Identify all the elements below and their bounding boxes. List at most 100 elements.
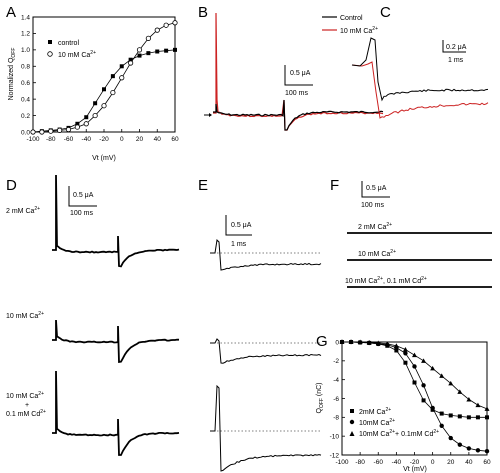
panel-a-y-tick-label: 0.6: [21, 80, 30, 87]
panel-a-x-tick-label: -80: [46, 136, 56, 143]
panel-a-point: [74, 124, 80, 130]
panel-g-point: [430, 405, 435, 411]
panel-f-row3-label: 10 mM Ca2+, 0.1 mM Cd2+: [345, 276, 427, 285]
panel-d-row2-sup: 2+: [38, 311, 44, 317]
panel-e-scalebar: [225, 215, 252, 236]
panel-g-point: [394, 348, 399, 353]
panel-g-point: [475, 402, 481, 408]
panel-g-series-2-line: [342, 341, 488, 410]
panel-a-point: [173, 47, 177, 52]
panel-a-point: [154, 27, 160, 33]
panel-g-ylabel: QOFF (nC): [316, 382, 325, 413]
panel-g-x-tick-label: -60: [374, 459, 384, 466]
panel-a-point: [163, 22, 169, 28]
panel-f-scale-amp: 0.5 μA: [366, 185, 387, 192]
panel-g-y-tick-label: -12: [330, 452, 340, 459]
panel-g-x-tick-label: 20: [447, 459, 455, 466]
panel-g-point: [457, 414, 462, 419]
panel-g-x-ticks: -100 -80 -60 -40 -20 0 20 40 60: [335, 452, 491, 466]
panel-f-row2-text: 10 mM Ca: [358, 251, 390, 258]
panel-g-point: [421, 398, 426, 403]
panel-a-point: [172, 20, 178, 26]
panel-b-trace-control: [213, 99, 384, 131]
panel-f-row3-text: 10 mM Ca: [345, 278, 377, 285]
panel-e-trace-row2: [210, 338, 322, 364]
panel-g-legend-cd-text: 10mM Ca: [359, 431, 389, 438]
panel-label-a: A: [6, 4, 16, 21]
panel-f-row1-text: 2 mM Ca: [358, 224, 387, 231]
panel-a-ylabel-main: Normalized Q: [8, 57, 15, 100]
panel-d-scalebar: [68, 186, 97, 207]
panel-d-row3-line1-sup: 2+: [38, 391, 44, 397]
panel-d-scale-time: 100 ms: [70, 210, 93, 217]
panel-g-y-tick-label: -2: [333, 358, 339, 365]
panel-a-frame: [32, 16, 176, 133]
panel-f-row2-sup: 2+: [390, 249, 396, 255]
panel-a-point: [145, 35, 151, 41]
panel-g-point: [466, 396, 472, 402]
panel-a-points: [30, 20, 178, 135]
panel-g-x-tick-label: 0: [431, 459, 435, 466]
panel-a-ylabel: Normalized QOFF: [8, 48, 17, 101]
panel-g-legend-triangle: [349, 431, 355, 436]
panel-a-chart: -100 -80 -60 -40 -20 0 20 40 60 0.0 0.2 0.4 0.6 0.8 1…: [8, 14, 179, 162]
panel-a-point: [102, 87, 106, 92]
panel-a-xlabel: Vt (mV): [92, 155, 116, 162]
panel-d-row2-text: 10 mM Ca: [6, 313, 38, 320]
panel-g-point: [402, 347, 408, 352]
panel-g-point: [412, 380, 417, 385]
panel-g-legend-cd: 10mM Ca2++ 0.1mM Cd2+: [359, 429, 439, 438]
panel-g-xlabel: Vt (mV): [403, 466, 427, 473]
panel-g-point: [403, 351, 408, 356]
panel-g-point: [466, 446, 472, 451]
panel-e-trace-row3: [210, 384, 322, 472]
panel-g-point: [403, 360, 408, 365]
panel-g-point: [412, 352, 417, 358]
panel-a-point: [136, 47, 143, 53]
panel-a-point: [119, 64, 124, 69]
panel-g-y-tick-label: -10: [330, 433, 340, 440]
panel-a-x-tick-label: -60: [64, 136, 74, 143]
panel-d-row3-line1-text: 10 mM Ca: [6, 393, 38, 400]
panel-g-point: [466, 415, 471, 420]
panel-g-y-ticks: 0 -2 -4 -6 -8 -10 -12: [330, 339, 345, 459]
panel-c-trace-ca10: [351, 61, 489, 119]
panel-d-trace-row1: [52, 174, 180, 268]
panel-d-row3-line3-sup: 2+: [40, 409, 46, 415]
panel-c-scale-time: 1 ms: [448, 57, 464, 64]
panel-g-legend-10mm: 10mM Ca2+: [359, 418, 395, 427]
panel-f-row3-sup: 2+: [377, 276, 383, 282]
panel-b-trace-ca10: [213, 12, 384, 131]
panel-b-scale-time: 100 ms: [285, 90, 308, 97]
panel-c-scalebar: [442, 40, 466, 53]
panel-g-legend-2mm: 2mM Ca2+: [359, 407, 391, 416]
panel-a-point: [128, 60, 134, 66]
panel-g-x-tick-label: 40: [465, 459, 473, 466]
panel-a-y-tick-label: 1.2: [21, 31, 30, 38]
panel-b-legend-ca10-sup: 2+: [372, 26, 378, 32]
panel-g-ylabel-main: Q: [316, 408, 323, 414]
panel-g-y-tick-label: 0: [335, 339, 339, 346]
panel-g-legend-cd-sup: 2+: [389, 429, 395, 435]
panel-a-y-tick-label: 0.0: [21, 129, 30, 136]
panel-a-x-tick-label: 60: [171, 136, 179, 143]
panel-a-series-1-line: [33, 22, 176, 133]
panel-e-scale-amp: 0.5 μA: [231, 222, 252, 229]
panel-a-point: [128, 57, 133, 62]
panel-label-b: B: [198, 4, 208, 21]
panel-a-legend-ca10-text: 10 mM Ca: [58, 52, 90, 59]
panel-d-row3-label-line1: 10 mM Ca2+: [6, 391, 44, 400]
panel-g-point: [457, 442, 463, 447]
panel-g-legend-square: [350, 409, 354, 413]
panel-a-fit-lines: [32, 22, 176, 133]
panel-a-point: [30, 129, 36, 135]
panel-a-legend-ca10: 10 mM Ca2+: [58, 50, 96, 59]
panel-b-arrow-icon: [209, 113, 212, 117]
panel-b-traces: 0.5 μA 100 ms Control 10 mM Ca2+: [204, 12, 384, 131]
panel-d-trace-row2: [52, 319, 180, 364]
panel-a-point: [93, 101, 98, 106]
panel-a-point: [137, 53, 142, 58]
panel-g-x-tick-label: 60: [483, 459, 491, 466]
panel-d-row2-label: 10 mM Ca2+: [6, 311, 44, 320]
